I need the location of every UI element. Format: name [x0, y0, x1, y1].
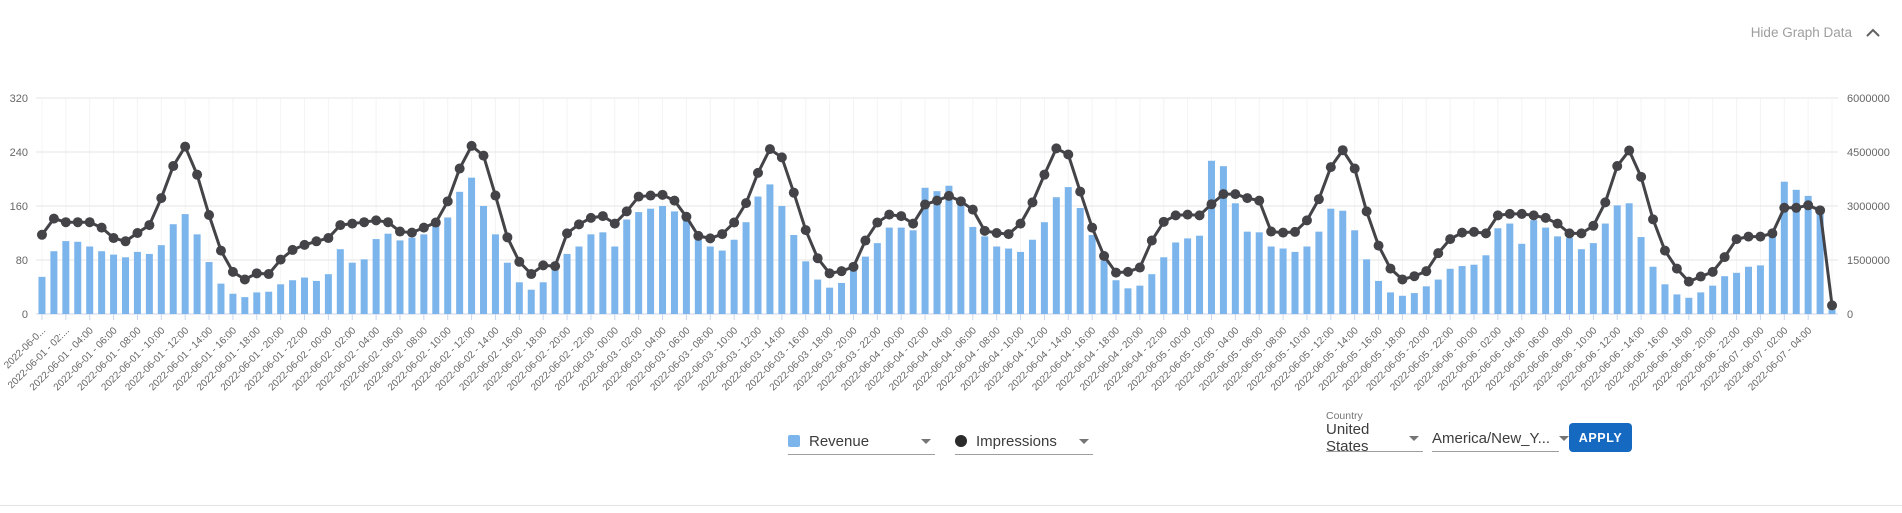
svg-text:4500000: 4500000: [1847, 147, 1890, 159]
revenue-impressions-combo-chart: 0 0 80 1500000 160 3000000 240 4500000 320 600000…: [2, 93, 1890, 393]
apply-button[interactable]: APPLY: [1569, 423, 1632, 452]
country-select[interactable]: United States: [1326, 421, 1423, 455]
revenue-series-label: Revenue: [809, 432, 870, 450]
chevron-down-icon: [1559, 435, 1570, 441]
chevron-down-icon: [1079, 438, 1089, 444]
svg-text:240: 240: [10, 147, 28, 159]
timezone-select[interactable]: America/New_Y...: [1432, 425, 1570, 452]
svg-text:0: 0: [1847, 309, 1853, 321]
svg-text:320: 320: [10, 93, 28, 105]
svg-text:3000000: 3000000: [1847, 201, 1890, 213]
timezone-select-value: America/New_Y...: [1432, 429, 1551, 447]
impressions-series-label: Impressions: [976, 432, 1057, 450]
impressions-series-select[interactable]: Impressions: [955, 428, 1093, 455]
country-select-value: United States: [1326, 421, 1370, 455]
svg-text:80: 80: [16, 255, 28, 267]
svg-text:1500000: 1500000: [1847, 255, 1890, 267]
bottom-divider: [0, 505, 1902, 506]
hide-graph-data-toggle[interactable]: Hide Graph Data: [1751, 25, 1880, 40]
revenue-series-select[interactable]: Revenue: [788, 428, 935, 455]
hide-graph-data-label: Hide Graph Data: [1750, 25, 1852, 40]
chevron-up-icon: [1866, 28, 1880, 37]
svg-text:6000000: 6000000: [1847, 93, 1890, 105]
revenue-series-swatch-icon: [788, 435, 800, 447]
chevron-down-icon: [921, 438, 931, 444]
impressions-series-swatch-icon: [955, 435, 967, 447]
svg-text:0: 0: [22, 309, 28, 321]
svg-text:160: 160: [10, 201, 28, 213]
country-field-label: Country: [1326, 410, 1363, 422]
chevron-down-icon: [1409, 435, 1419, 441]
